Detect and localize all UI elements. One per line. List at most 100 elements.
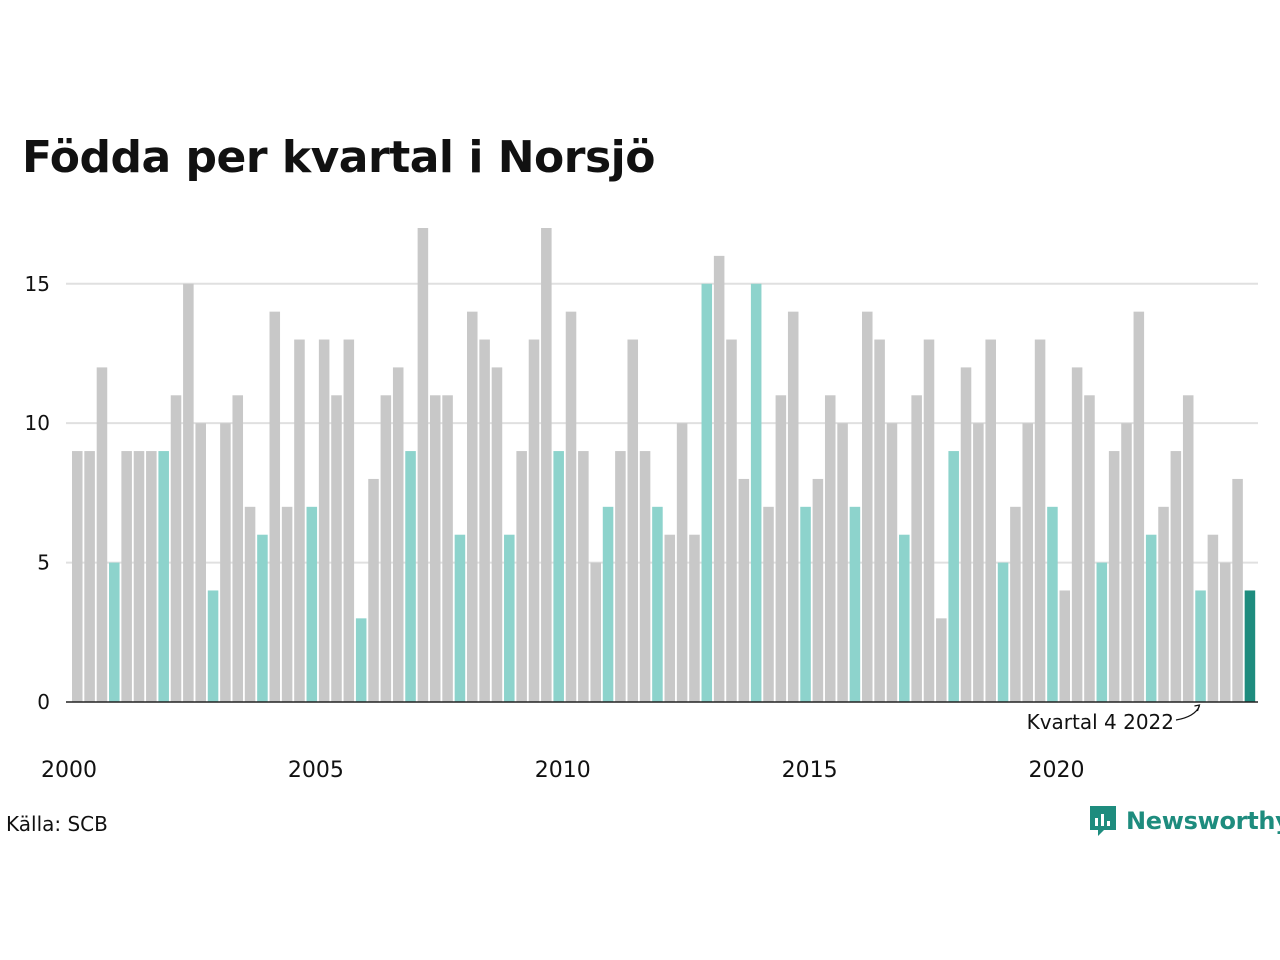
bar [467,311,478,702]
bar [812,478,824,702]
bar [479,339,490,702]
bar [195,423,206,702]
bar [528,339,540,702]
bar [1047,506,1058,702]
bar [997,562,1009,702]
bar [713,255,725,702]
bar [281,506,293,702]
bar [96,367,108,702]
bar [516,451,527,702]
bar [553,451,564,702]
chart-title: Födda per kvartal i Norsjö [22,132,655,183]
x-tick-label: 2000 [41,758,97,783]
bar [1133,311,1145,702]
bar [1010,506,1021,702]
x-axis-ticks: 2000 2005 2010 2015 2020 [41,758,1085,783]
bar [318,339,330,702]
x-tick-label: 2005 [288,758,344,783]
bar [985,339,996,702]
bar [849,506,861,702]
bar [1084,395,1095,702]
bar [121,451,132,702]
bar [368,478,379,702]
annotation-arrow [1175,705,1201,721]
bar [615,451,626,702]
bar [257,534,268,702]
annotation-arrowhead [1194,704,1201,712]
bar [639,451,651,702]
bar [1145,534,1157,702]
bar [1244,590,1256,702]
bar [973,423,984,702]
bar [701,283,713,702]
bar [676,423,688,702]
bar [306,506,318,702]
bar [504,534,515,702]
source-label: Källa: SCB [6,812,108,836]
bar [1207,534,1219,702]
y-tick-label: 0 [37,690,50,714]
bar [541,228,552,702]
annotation-label: Kvartal 4 2022 [1027,710,1174,734]
x-tick-label: 2020 [1029,758,1085,783]
bar [1182,395,1194,702]
bar [911,395,922,702]
bar [1158,506,1169,702]
x-tick-label: 2010 [535,758,591,783]
bar [837,423,848,702]
bar [1059,590,1071,702]
bar [775,395,787,702]
bars [72,228,1256,702]
bar [874,339,885,702]
bar [738,478,750,702]
bar [355,618,367,702]
bar [442,395,453,702]
bar [578,451,589,702]
annotation: Kvartal 4 2022 [1027,704,1201,734]
bar [899,534,910,702]
bar [750,283,762,702]
bar [109,562,120,702]
bar [1096,562,1108,702]
logo-text: Newsworthy [1126,807,1280,835]
y-tick-label: 5 [37,551,50,575]
bar [294,339,305,702]
bar [824,395,836,702]
bar [960,367,972,702]
bar [454,534,466,702]
bar [1071,367,1083,702]
bar [269,311,281,702]
bar [417,228,429,702]
bar [72,451,83,702]
bar [590,562,601,702]
bar [886,423,898,702]
bar [84,451,95,702]
newsworthy-logo: Newsworthy [1088,804,1280,838]
bar [1219,562,1231,702]
bar [146,451,157,702]
bar [627,339,639,702]
bar [689,534,700,702]
bar [1034,339,1046,702]
bar [1022,423,1034,702]
bar [392,367,404,702]
bar [862,311,873,702]
bar [133,451,145,702]
y-tick-label: 10 [25,411,50,435]
bar [1195,590,1206,702]
bar [763,506,774,702]
bar [936,618,947,702]
bar [232,395,244,702]
bar [405,451,416,702]
bar [183,283,194,702]
bar [923,339,935,702]
bar [800,506,811,702]
bar [380,395,392,702]
bar [726,339,737,702]
bar [1108,451,1120,702]
bar [1232,478,1243,702]
bar-chart: 0 5 10 15 2000 2005 2010 2015 2020 Kvartal 4 20… [25,228,1258,783]
bar [158,451,169,702]
bar [787,311,799,702]
bar [565,311,577,702]
